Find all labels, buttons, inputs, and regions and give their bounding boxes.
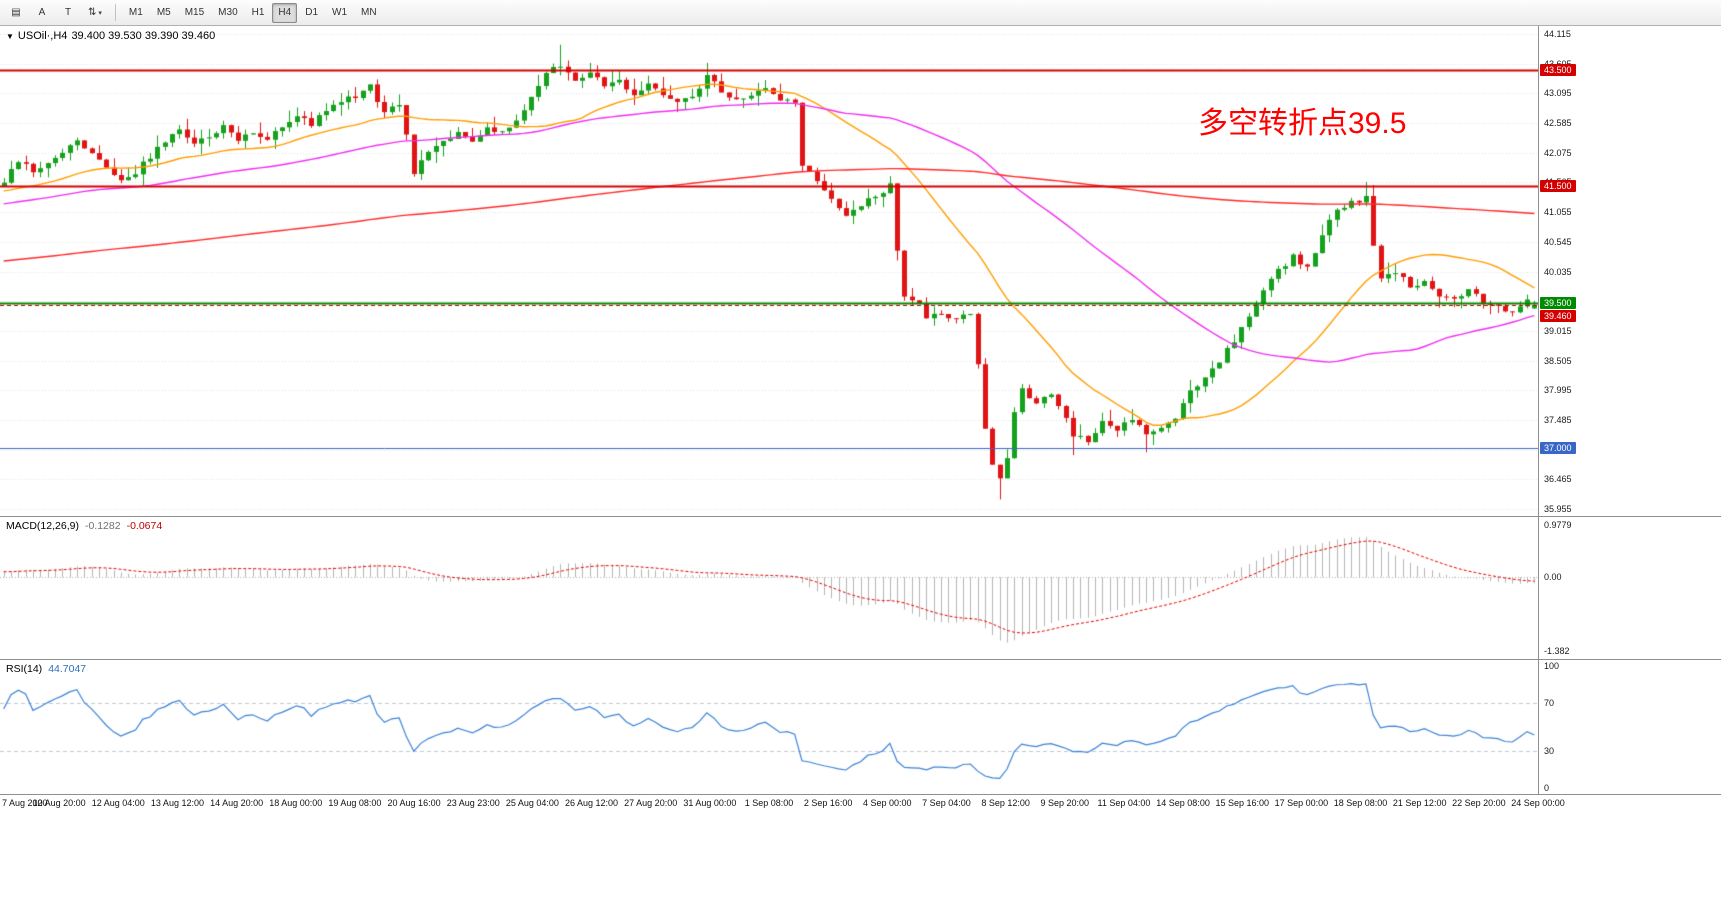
price-axis-label: 41.055 (1544, 207, 1572, 218)
cursor-tool-button[interactable]: A (38, 7, 46, 18)
timeframe-button-m5[interactable]: M5 (156, 7, 171, 18)
indicators-dropdown-button[interactable]: ⇅ ▾ (88, 7, 102, 18)
time-axis-label: 2 Sep 16:00 (803, 798, 853, 808)
price-axis-label: 38.505 (1544, 355, 1572, 366)
price-level-badge: 37.000 (1540, 442, 1576, 455)
timeframe-button-d1[interactable]: D1 (305, 7, 319, 18)
price-axis-label: 35.955 (1544, 504, 1572, 514)
rsi-axis-label: 100 (1544, 661, 1560, 671)
rsi-axis-label: 0 (1544, 783, 1550, 793)
time-axis-label: 31 Aug 00:00 (683, 798, 737, 808)
candlestick-chart-canvas[interactable] (0, 26, 1538, 516)
time-axis-label: 11 Sep 04:00 (1097, 798, 1151, 808)
timeframe-button-h1[interactable]: H1 (251, 7, 265, 18)
rsi-value: 44.7047 (48, 663, 87, 675)
chart-symbol-label: USOil·,H4 (17, 30, 68, 42)
macd-label: MACD(12,26,9) -0.1282 -0.0674 (6, 520, 162, 532)
chart-tools-group: ▤ A T ⇅ ▾ (4, 3, 108, 23)
time-axis-label: 23 Aug 23:00 (446, 798, 500, 808)
toolbar: ▤ A T ⇅ ▾ M1 M5 M15 M30 H1 H4 D1 W1 MN (0, 0, 1721, 26)
text-tool-button[interactable]: T (64, 7, 72, 18)
timeframe-button-m1[interactable]: M1 (128, 7, 143, 18)
time-axis-label: 15 Sep 16:00 (1215, 798, 1269, 808)
chart-templates-icon-button[interactable]: ▤ (11, 7, 21, 18)
rsi-label: RSI(14) 44.7047 (6, 663, 86, 675)
time-axis-label: 7 Sep 04:00 (922, 798, 971, 808)
toolbar-separator (114, 4, 116, 21)
timeframe-button-m30[interactable]: M30 (218, 7, 238, 18)
price-axis-label: 37.485 (1544, 414, 1572, 425)
macd-axis-label: -1.382 (1544, 646, 1570, 656)
price-axis: 44.11543.60543.09542.58542.07541.56541.0… (1538, 26, 1721, 516)
time-axis-label: 9 Sep 20:00 (1040, 798, 1090, 808)
price-axis-label: 39.015 (1544, 325, 1572, 336)
time-axis-label: 21 Sep 12:00 (1392, 798, 1447, 808)
time-axis-label: 20 Aug 16:00 (387, 798, 441, 808)
timeframe-button-mn[interactable]: MN (361, 7, 377, 18)
macd-main-value: -0.1282 (84, 520, 121, 532)
macd-indicator-panel: 0.9779 0.00 -1.382 MACD(12,26,9) -0.1282 -… (0, 517, 1721, 660)
time-axis-label: 26 Aug 12:00 (565, 798, 619, 808)
chart-ohlc-values: 39.400 39.530 39.390 39.460 (71, 30, 216, 42)
rsi-axis-label: 70 (1544, 697, 1555, 708)
rsi-chart-canvas[interactable] (0, 660, 1538, 794)
dropdown-caret-icon: ▾ (98, 9, 102, 17)
chart-title: ▼ USOil·,H4 39.400 39.530 39.390 39.460 (6, 30, 215, 42)
time-axis-label: 27 Aug 20:00 (624, 798, 678, 808)
rsi-axis-label: 30 (1544, 746, 1555, 757)
price-axis-label: 44.115 (1544, 29, 1571, 39)
price-level-badge: 41.500 (1540, 180, 1576, 193)
price-axis-label: 43.605 (1544, 59, 1572, 69)
price-axis-label: 40.545 (1544, 236, 1572, 247)
time-axis-label: 19 Aug 08:00 (328, 798, 382, 808)
main-chart-panel: 44.11543.60543.09542.58542.07541.56541.0… (0, 26, 1721, 517)
macd-signal-value: -0.0674 (126, 520, 163, 532)
symbol-dropdown-icon[interactable]: ▼ (6, 31, 14, 41)
price-axis-label: 42.585 (1544, 118, 1572, 129)
macd-name: MACD(12,26,9) (6, 520, 79, 532)
price-axis-label: 43.095 (1544, 88, 1572, 99)
timeframe-button-h4[interactable]: H4 (272, 2, 298, 23)
rsi-axis: 100 70 30 0 (1538, 660, 1721, 794)
rsi-indicator-panel: 100 70 30 0 RSI(14) 44.7047 (0, 660, 1721, 795)
price-axis-label: 36.465 (1544, 474, 1572, 485)
timeframe-buttons-group: M1 M5 M15 M30 H1 H4 D1 W1 MN (123, 2, 383, 23)
time-axis-label: 7 Aug 2020 (2, 798, 48, 808)
time-axis-label: 25 Aug 04:00 (505, 798, 559, 808)
time-axis-label: 18 Sep 08:00 (1333, 798, 1388, 808)
time-axis: 7 Aug 2020 10 Aug 20:00 12 Aug 04:00 13 Aug… (0, 795, 1721, 813)
time-axis-label: 14 Aug 20:00 (210, 798, 264, 808)
macd-axis-label: 0.00 (1544, 572, 1562, 583)
time-axis-label: 10 Aug 20:00 (32, 798, 86, 808)
rsi-name: RSI(14) (6, 663, 43, 675)
price-level-badge: 39.500 (1540, 296, 1576, 309)
time-axis-label: 12 Aug 04:00 (91, 798, 145, 808)
time-axis-label: 1 Sep 08:00 (744, 798, 794, 808)
time-axis-label: 8 Sep 12:00 (981, 798, 1030, 808)
timeframe-button-m15[interactable]: M15 (184, 7, 205, 18)
time-axis-label: 14 Sep 08:00 (1156, 798, 1210, 808)
macd-axis-label: 0.9779 (1544, 520, 1572, 530)
time-axis-label: 4 Sep 00:00 (863, 798, 912, 808)
time-axis-label: 13 Aug 12:00 (150, 798, 204, 808)
macd-chart-canvas[interactable] (0, 517, 1538, 659)
price-axis-label: 37.995 (1544, 385, 1572, 396)
time-axis-label: 22 Sep 20:00 (1452, 798, 1506, 808)
current-price-badge: 39.460 (1540, 309, 1576, 322)
macd-axis: 0.9779 0.00 -1.382 (1538, 517, 1721, 659)
timeframe-button-w1[interactable]: W1 (332, 7, 348, 18)
time-axis-label: 24 Sep 00:00 (1511, 798, 1565, 808)
price-axis-label: 42.075 (1544, 147, 1572, 158)
chart-annotation-text: 多空转折点39.5 (1198, 107, 1407, 140)
time-axis-label: 18 Aug 00:00 (269, 798, 323, 808)
price-level-badge: 43.500 (1540, 63, 1576, 76)
time-axis-label: 17 Sep 00:00 (1274, 798, 1329, 808)
price-axis-label: 40.035 (1544, 266, 1572, 277)
